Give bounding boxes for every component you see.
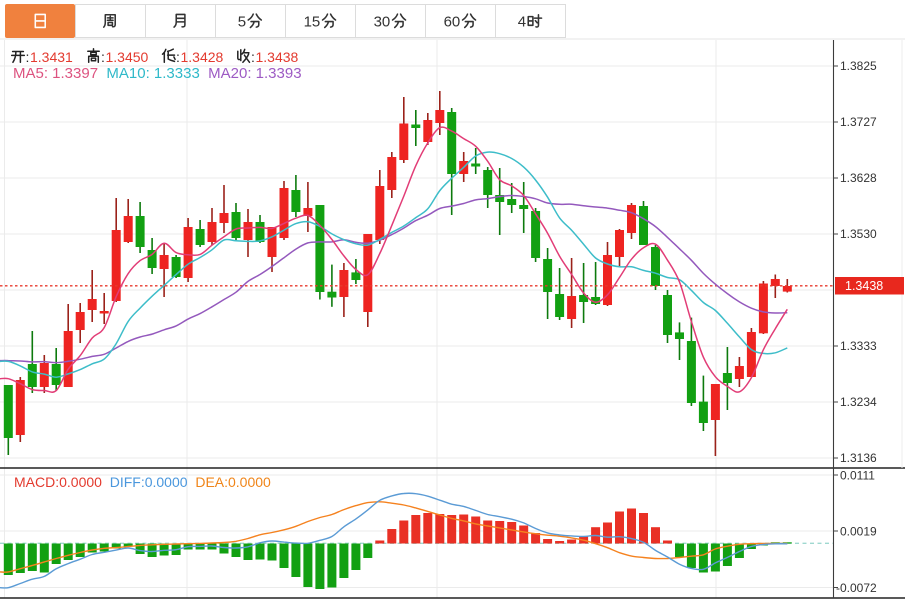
svg-text:1.3234: 1.3234 xyxy=(840,395,877,409)
svg-text:1.3450: 1.3450 xyxy=(106,49,149,65)
svg-text::: : xyxy=(176,49,180,65)
svg-text:1.3628: 1.3628 xyxy=(840,171,877,185)
svg-text:0.0019: 0.0019 xyxy=(840,524,877,538)
svg-text:30: 30 xyxy=(374,13,391,30)
svg-text::: : xyxy=(251,49,255,65)
svg-text:60: 60 xyxy=(444,13,461,30)
svg-text:1.3438: 1.3438 xyxy=(256,49,299,65)
svg-text:1.3333: 1.3333 xyxy=(840,339,877,353)
svg-text:5: 5 xyxy=(238,13,246,30)
svg-text:0.0111: 0.0111 xyxy=(840,468,875,482)
svg-text:1.3727: 1.3727 xyxy=(840,115,877,129)
svg-text:1.3431: 1.3431 xyxy=(30,49,73,65)
svg-text:4: 4 xyxy=(518,13,526,30)
svg-text::: : xyxy=(26,49,30,65)
svg-text:1.3530: 1.3530 xyxy=(840,227,877,241)
svg-text:1.3438: 1.3438 xyxy=(845,279,883,293)
svg-text:1.3825: 1.3825 xyxy=(840,59,877,73)
svg-text:-0.0072: -0.0072 xyxy=(836,581,877,595)
svg-text:1.3428: 1.3428 xyxy=(181,49,224,65)
svg-text::: : xyxy=(101,49,105,65)
svg-text:1.3136: 1.3136 xyxy=(840,451,877,465)
svg-text:15: 15 xyxy=(304,13,321,30)
